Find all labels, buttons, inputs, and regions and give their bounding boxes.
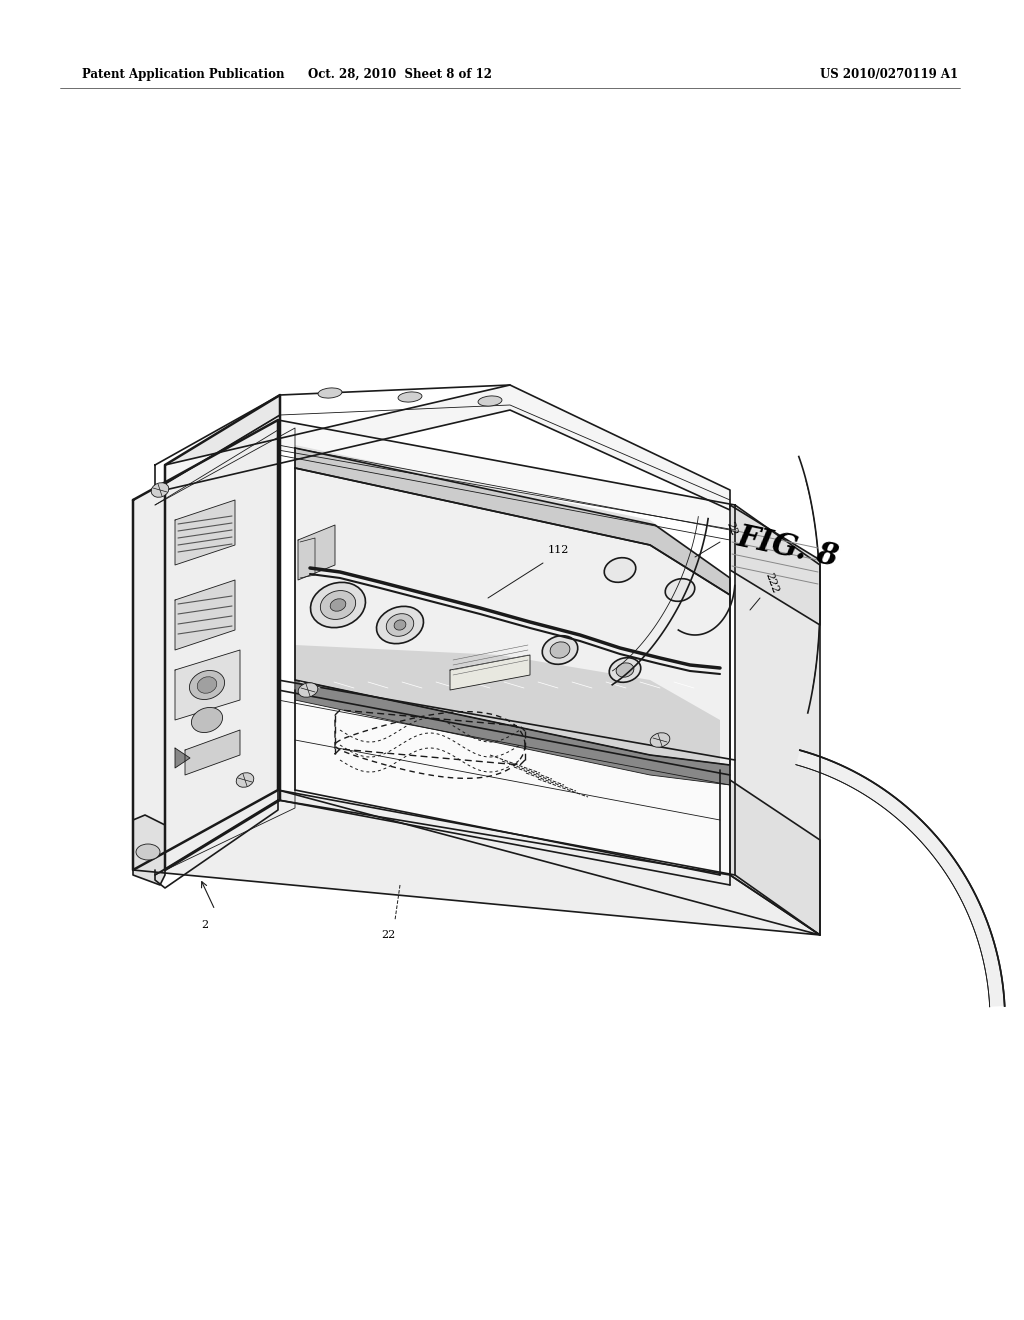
- Ellipse shape: [377, 606, 424, 644]
- Polygon shape: [298, 525, 335, 579]
- Polygon shape: [133, 789, 820, 935]
- Ellipse shape: [321, 590, 355, 619]
- Text: 222: 222: [763, 572, 779, 595]
- Ellipse shape: [398, 392, 422, 403]
- Text: Oct. 28, 2010  Sheet 8 of 12: Oct. 28, 2010 Sheet 8 of 12: [308, 69, 492, 81]
- Ellipse shape: [666, 578, 694, 602]
- Ellipse shape: [394, 620, 406, 630]
- Ellipse shape: [310, 582, 366, 627]
- Ellipse shape: [478, 396, 502, 407]
- Polygon shape: [796, 750, 1005, 1007]
- Polygon shape: [295, 469, 730, 766]
- Polygon shape: [165, 395, 280, 870]
- Polygon shape: [185, 730, 240, 775]
- Polygon shape: [295, 447, 730, 595]
- Text: 22: 22: [381, 931, 395, 940]
- Ellipse shape: [650, 733, 670, 747]
- Polygon shape: [278, 680, 735, 875]
- Polygon shape: [730, 506, 820, 624]
- Text: 112: 112: [548, 545, 569, 554]
- Ellipse shape: [386, 614, 414, 636]
- Polygon shape: [295, 680, 730, 785]
- Polygon shape: [133, 420, 278, 870]
- Ellipse shape: [543, 636, 578, 664]
- Polygon shape: [165, 385, 730, 510]
- Ellipse shape: [191, 708, 222, 733]
- Ellipse shape: [609, 657, 641, 682]
- Polygon shape: [735, 506, 820, 935]
- Polygon shape: [278, 450, 735, 760]
- Ellipse shape: [318, 388, 342, 399]
- Polygon shape: [133, 814, 165, 884]
- Polygon shape: [295, 445, 720, 579]
- Ellipse shape: [152, 483, 169, 498]
- Polygon shape: [175, 579, 234, 649]
- Polygon shape: [175, 649, 240, 719]
- Polygon shape: [450, 655, 530, 690]
- Ellipse shape: [550, 642, 570, 659]
- Text: 2: 2: [202, 920, 209, 931]
- Ellipse shape: [330, 599, 346, 611]
- Ellipse shape: [189, 671, 224, 700]
- Polygon shape: [175, 500, 234, 565]
- Ellipse shape: [298, 682, 317, 697]
- Polygon shape: [295, 645, 720, 770]
- Ellipse shape: [198, 677, 217, 693]
- Text: US 2010/0270119 A1: US 2010/0270119 A1: [820, 69, 958, 81]
- Ellipse shape: [136, 843, 160, 861]
- Polygon shape: [278, 420, 735, 531]
- Text: 22: 22: [724, 520, 738, 537]
- Text: Patent Application Publication: Patent Application Publication: [82, 69, 285, 81]
- Ellipse shape: [616, 663, 634, 677]
- Polygon shape: [730, 780, 820, 935]
- Ellipse shape: [237, 772, 254, 787]
- Text: FIG. 8: FIG. 8: [735, 521, 842, 574]
- Ellipse shape: [604, 557, 636, 582]
- Polygon shape: [175, 748, 190, 768]
